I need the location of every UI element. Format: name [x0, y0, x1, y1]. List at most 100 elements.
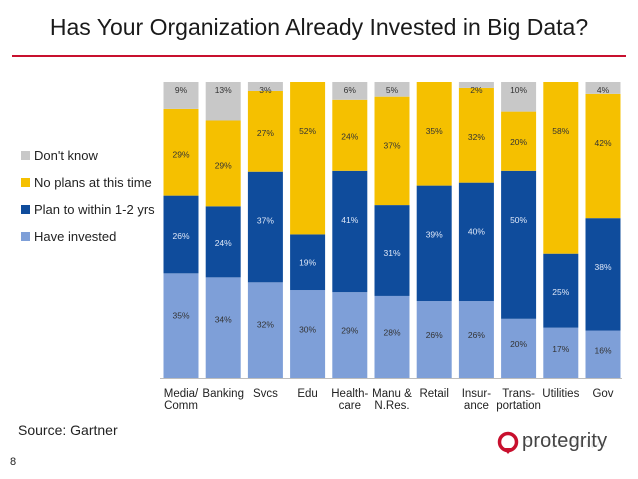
data-label: 37% [383, 141, 400, 151]
bar-segment [501, 111, 537, 171]
category-label: ance [464, 400, 489, 412]
bar-segment [416, 185, 452, 302]
data-label: 37% [257, 216, 274, 226]
data-label: 25% [552, 287, 569, 297]
data-label: 38% [594, 262, 611, 272]
data-label: 32% [257, 319, 274, 329]
data-label: 6% [344, 85, 357, 95]
bar-segment [205, 120, 241, 207]
bar-segment [585, 93, 621, 219]
category-label: Gov [592, 388, 613, 400]
bar-segment [332, 99, 368, 171]
data-label: 39% [426, 230, 443, 240]
data-label: 26% [426, 330, 443, 340]
data-label: 2% [470, 85, 483, 95]
bar-segment [458, 82, 494, 88]
category-label: Insur- [462, 388, 492, 400]
data-label: 32% [468, 132, 485, 142]
data-label: 24% [341, 132, 358, 142]
category-label: Svcs [253, 388, 278, 400]
data-label: 40% [468, 227, 485, 237]
data-label: 26% [172, 231, 189, 241]
bar-segment [163, 82, 199, 109]
bar-segment [543, 327, 579, 378]
data-label: 20% [510, 137, 527, 147]
bar-segment [290, 234, 326, 291]
bar-segment [290, 82, 326, 235]
logo-wordmark: protegrity [522, 430, 608, 452]
bar-segment [205, 82, 241, 121]
data-label: 16% [594, 345, 611, 355]
bar-segment [332, 292, 368, 378]
data-label: 41% [341, 215, 358, 225]
legend-swatch [21, 232, 30, 241]
category-label: Trans- [502, 388, 535, 400]
category-label: Utilities [542, 388, 579, 400]
legend-label: No plans at this time [34, 175, 152, 190]
bar-segment [458, 182, 494, 302]
logo-reflection: protegrity [522, 436, 606, 450]
data-label: 35% [426, 126, 443, 136]
data-label: 13% [215, 85, 232, 95]
data-label: 52% [299, 126, 316, 136]
legend-label: Have invested [34, 229, 116, 244]
category-label: Health- [331, 388, 368, 400]
bar-segment [247, 171, 283, 283]
bar-segment [290, 290, 326, 378]
bar-segment [501, 318, 537, 378]
data-label: 30% [299, 324, 316, 334]
legend-label: Don't know [34, 148, 99, 163]
category-label: Media/ [164, 388, 199, 400]
bar-segment [374, 205, 410, 296]
category-label: Manu & [372, 388, 412, 400]
protegrity-logo-icon [497, 431, 519, 454]
data-label: 29% [172, 149, 189, 159]
data-label: 10% [510, 85, 527, 95]
bar-segment [543, 253, 579, 328]
bar-segment [374, 295, 410, 378]
data-label: 19% [299, 258, 316, 268]
bar-segment [458, 87, 494, 183]
category-label: care [339, 400, 361, 412]
bar-segment [458, 301, 494, 378]
data-label: 29% [341, 325, 358, 335]
category-label: portation [496, 400, 541, 412]
bar-segment [247, 90, 283, 172]
category-label: Banking [202, 388, 244, 400]
bar-segment [416, 82, 452, 186]
category-label: N.Res. [374, 400, 409, 412]
legend-swatch [21, 151, 30, 160]
legend-label: Plan to within 1-2 yrs [34, 202, 155, 217]
category-label: Edu [297, 388, 317, 400]
data-label: 42% [594, 138, 611, 148]
bar-segment [585, 330, 621, 378]
data-label: 35% [172, 310, 189, 320]
data-label: 24% [215, 238, 232, 248]
data-label: 27% [257, 128, 274, 138]
category-label: Retail [419, 388, 448, 400]
bar-segment [374, 82, 410, 97]
title-divider [12, 55, 626, 57]
data-label: 29% [215, 161, 232, 171]
bar-segment [585, 82, 621, 94]
data-label: 4% [597, 85, 610, 95]
bar-segment [205, 277, 241, 378]
data-label: 9% [175, 85, 188, 95]
data-label: 58% [552, 126, 569, 136]
legend-swatch [21, 178, 30, 187]
data-label: 31% [383, 248, 400, 258]
page-number: 8 [10, 456, 17, 468]
data-label: 50% [510, 215, 527, 225]
data-label: 26% [468, 330, 485, 340]
category-label: Comm [164, 400, 198, 412]
bar-segment [247, 82, 283, 91]
bar-segment [416, 301, 452, 378]
bar-segment [501, 170, 537, 319]
data-label: 3% [259, 85, 272, 95]
bar-segment [247, 282, 283, 378]
slide-title: Has Your Organization Already Invested i… [49, 14, 589, 40]
data-label: 34% [215, 314, 232, 324]
bar-segment [332, 82, 368, 100]
bar-segment [163, 273, 199, 378]
